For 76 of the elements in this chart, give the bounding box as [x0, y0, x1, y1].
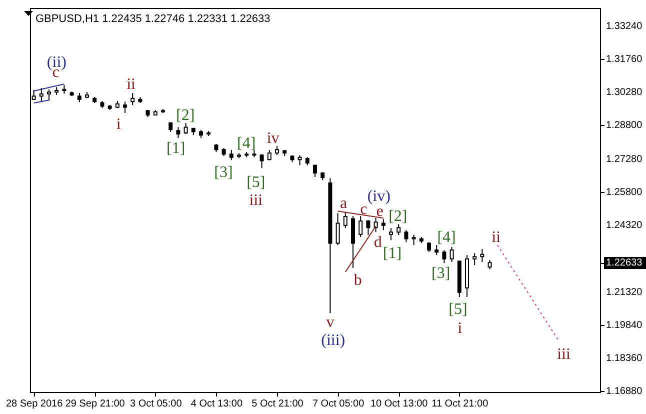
annotation: iii	[557, 346, 571, 363]
y-tick-label: 1.19840	[606, 320, 643, 331]
x-tick-label: 28 Sep 2016	[6, 398, 64, 410]
annotation: ii	[126, 76, 136, 93]
annotation: [2]	[388, 208, 408, 225]
annotation: b	[354, 272, 362, 289]
candlestick	[366, 220, 370, 236]
candlestick	[434, 244, 439, 256]
y-tick-label: 1.27280	[606, 154, 643, 165]
candlestick	[168, 122, 173, 132]
x-tick-label: 4 Oct 13:00	[190, 398, 243, 410]
y-tick-label: 1.30280	[606, 87, 643, 98]
annotation: a	[340, 195, 348, 212]
annotation: (iv)	[367, 188, 390, 205]
candlestick	[412, 234, 416, 246]
y-tick-label: 1.33240	[606, 21, 643, 32]
x-tick-label: 3 Oct 05:00	[130, 398, 182, 410]
candlestick	[176, 126, 180, 139]
x-tick-label: 10 Oct 13:00	[370, 398, 428, 410]
x-tick-label: 29 Sep 21:00	[65, 398, 126, 410]
annotation: [1]	[166, 140, 186, 157]
annotation: e	[376, 203, 384, 220]
annotation: [5]	[246, 174, 266, 191]
chart-title: GBPUSD,H1 1.22435 1.22746 1.22331 1.22633	[35, 13, 270, 25]
candlestick	[374, 218, 378, 233]
candlestick	[358, 216, 363, 238]
annotation: [4]	[237, 135, 256, 152]
y-tick-label: 1.31760	[606, 54, 643, 66]
candlestick	[450, 246, 454, 262]
candlestick	[77, 92, 82, 103]
candlestick	[442, 250, 446, 264]
candlestick	[313, 164, 317, 178]
candlestick	[343, 212, 348, 229]
candlestick	[427, 242, 431, 252]
y-tick-label: 1.25800	[606, 186, 643, 198]
annotation: iv	[266, 130, 280, 147]
y-tick-label: 1.16880	[606, 386, 643, 397]
annotation: v	[326, 314, 334, 331]
annotation: i	[116, 116, 122, 133]
candlestick	[396, 224, 401, 236]
annotation: ii	[492, 229, 502, 246]
candlestick	[404, 230, 408, 243]
candlestick	[275, 146, 279, 156]
annotation: [3]	[431, 265, 450, 282]
candlestick	[123, 101, 127, 114]
candlestick	[47, 88, 51, 102]
candlestick	[39, 88, 44, 103]
x-tick-label: 11 Oct 21:00	[432, 398, 489, 410]
y-tick-label: 1.18360	[606, 352, 643, 364]
annotation: iii	[249, 192, 264, 209]
y-tick-label: 1.22633	[606, 258, 643, 269]
x-tick-label: 7 Oct 05:00	[312, 398, 365, 410]
candlestick	[298, 154, 302, 166]
annotation: [5]	[448, 301, 468, 318]
y-tick-label: 1.28800	[606, 120, 643, 132]
annotation: d	[374, 234, 382, 251]
annotation: i	[458, 320, 463, 337]
candlestick	[480, 248, 484, 262]
candlestick	[488, 260, 492, 270]
candlestick	[336, 212, 340, 246]
annotation: [3]	[214, 164, 233, 181]
candlestick	[130, 92, 135, 106]
x-tick-label: 5 Oct 21:00	[252, 398, 304, 410]
annotation: c	[360, 201, 368, 218]
y-tick-label: 1.24320	[606, 220, 643, 231]
candlestick	[389, 228, 393, 241]
candlestick	[229, 150, 234, 161]
candlestick	[472, 252, 477, 266]
annotation: [2]	[176, 107, 195, 124]
annotation: [4]	[437, 229, 456, 246]
y-tick-label: 1.21320	[606, 286, 643, 298]
annotation: (iii)	[321, 332, 346, 349]
candlestick	[260, 154, 264, 169]
candlestick	[381, 218, 386, 231]
annotation: [1]	[382, 245, 402, 262]
candlestick	[184, 122, 188, 134]
